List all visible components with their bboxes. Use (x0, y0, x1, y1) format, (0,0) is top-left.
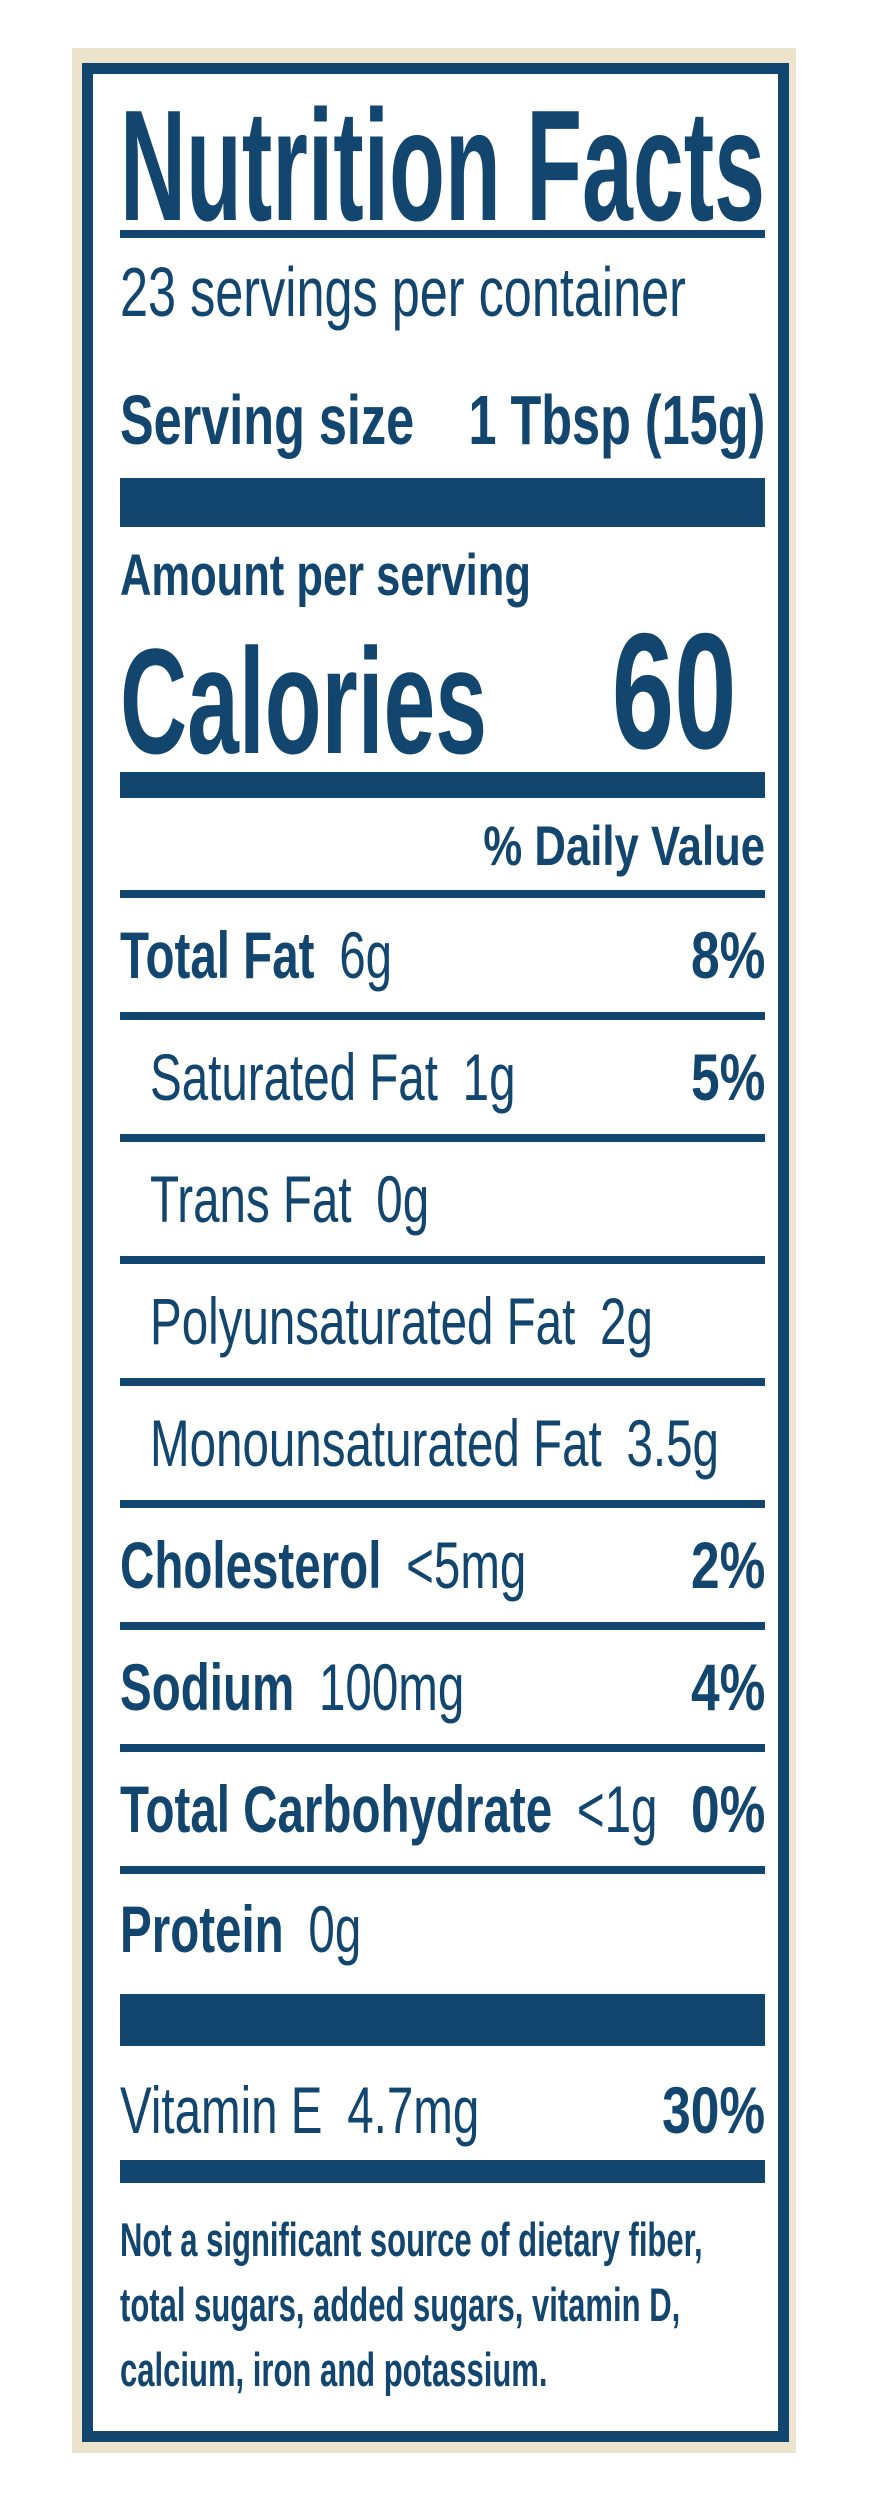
vitamin-e-name: Vitamin E (120, 2073, 323, 2147)
nutrient-row-trans-fat: Trans Fat 0g (120, 1134, 765, 1256)
separator-bar-under-vitamin-e (120, 2160, 765, 2183)
footnote-line-1: Not a significant source of dietary fibe… (120, 2213, 703, 2266)
nutrient-row-saturated-fat: Saturated Fat 1g 5% (120, 1012, 765, 1134)
amount-per-serving: Amount per serving (120, 547, 765, 605)
separator-bar-thick-top (120, 478, 765, 527)
daily-value-header-text: % Daily Value (483, 814, 765, 877)
title-underline (120, 230, 765, 238)
nutrient-row-vitamin-e: Vitamin E 4.7mg 30% (120, 2062, 765, 2158)
label-backdrop: Nutrition Facts 23 servings per containe… (72, 48, 796, 2453)
calories-row: Calories 60 (120, 609, 765, 777)
serving-size-value: 1 Tbsp (15g) (468, 381, 765, 459)
serving-size-label: Serving size (120, 381, 415, 459)
monounsaturated-fat-amount: 3.5g (626, 1406, 719, 1480)
total-fat-name: Total Fat (120, 918, 315, 992)
servings-per-container: 23 servings per container (120, 252, 765, 332)
saturated-fat-amount: 1g (462, 1040, 516, 1114)
amount-per-serving-text: Amount per serving (120, 543, 531, 608)
vitamin-e-amount: 4.7mg (347, 2073, 480, 2147)
total-carbohydrate-daily-value: 0% (690, 1772, 765, 1846)
footnote-line-3: calcium, iron and potassium. (120, 2343, 548, 2396)
servings-per-container-text: 23 servings per container (120, 253, 686, 331)
nutrition-facts-title-text: Nutrition Facts (120, 78, 765, 224)
saturated-fat-name: Saturated Fat (150, 1040, 438, 1114)
footnote-line-2: total sugars, added sugars, vitamin D, (120, 2278, 681, 2331)
polyunsaturated-fat-amount: 2g (600, 1284, 653, 1358)
nutrient-row-cholesterol: Cholesterol <5mg 2% (120, 1500, 765, 1622)
vitamin-e-daily-value: 30% (661, 2073, 765, 2147)
polyunsaturated-fat-name: Polyunsaturated Fat (150, 1284, 576, 1358)
sodium-amount: 100mg (318, 1650, 465, 1724)
cholesterol-name: Cholesterol (120, 1528, 382, 1602)
total-carbohydrate-name: Total Carbohydrate (120, 1772, 553, 1846)
nutrient-row-sodium: Sodium 100mg 4% (120, 1622, 765, 1744)
nutrient-row-total-fat: Total Fat 6g 8% (120, 890, 765, 1012)
saturated-fat-daily-value: 5% (690, 1040, 765, 1114)
calories-value: 60 (612, 599, 737, 783)
total-fat-daily-value: 8% (690, 918, 765, 992)
serving-size-row: Serving size 1 Tbsp (15g) (120, 378, 765, 462)
protein-amount: 0g (308, 1892, 362, 1966)
sodium-daily-value: 4% (690, 1650, 765, 1724)
separator-bar-under-calories (120, 772, 765, 798)
separator-bar-thick-bottom (120, 1994, 765, 2046)
nutrient-row-protein: Protein 0g (120, 1866, 765, 1984)
trans-fat-name: Trans Fat (150, 1162, 352, 1236)
calories-label: Calories (120, 617, 488, 785)
footnote: Not a significant source of dietary fibe… (120, 2207, 765, 2402)
nutrient-row-monounsaturated-fat: Monounsaturated Fat 3.5g (120, 1378, 765, 1500)
total-carbohydrate-amount: <1g (576, 1772, 658, 1846)
nutrient-row-total-carbohydrate: Total Carbohydrate <1g 0% (120, 1744, 765, 1866)
sodium-name: Sodium (120, 1650, 295, 1724)
daily-value-header: % Daily Value (120, 814, 765, 877)
nutrition-facts-title: Nutrition Facts (120, 78, 765, 224)
cholesterol-amount: <5mg (406, 1528, 527, 1602)
nutrient-row-polyunsaturated-fat: Polyunsaturated Fat 2g (120, 1256, 765, 1378)
protein-name: Protein (120, 1892, 284, 1966)
trans-fat-amount: 0g (376, 1162, 430, 1236)
nutrition-facts-panel: Nutrition Facts 23 servings per containe… (82, 63, 789, 2442)
cholesterol-daily-value: 2% (690, 1528, 765, 1602)
monounsaturated-fat-name: Monounsaturated Fat (150, 1406, 602, 1480)
total-fat-amount: 6g (339, 918, 393, 992)
